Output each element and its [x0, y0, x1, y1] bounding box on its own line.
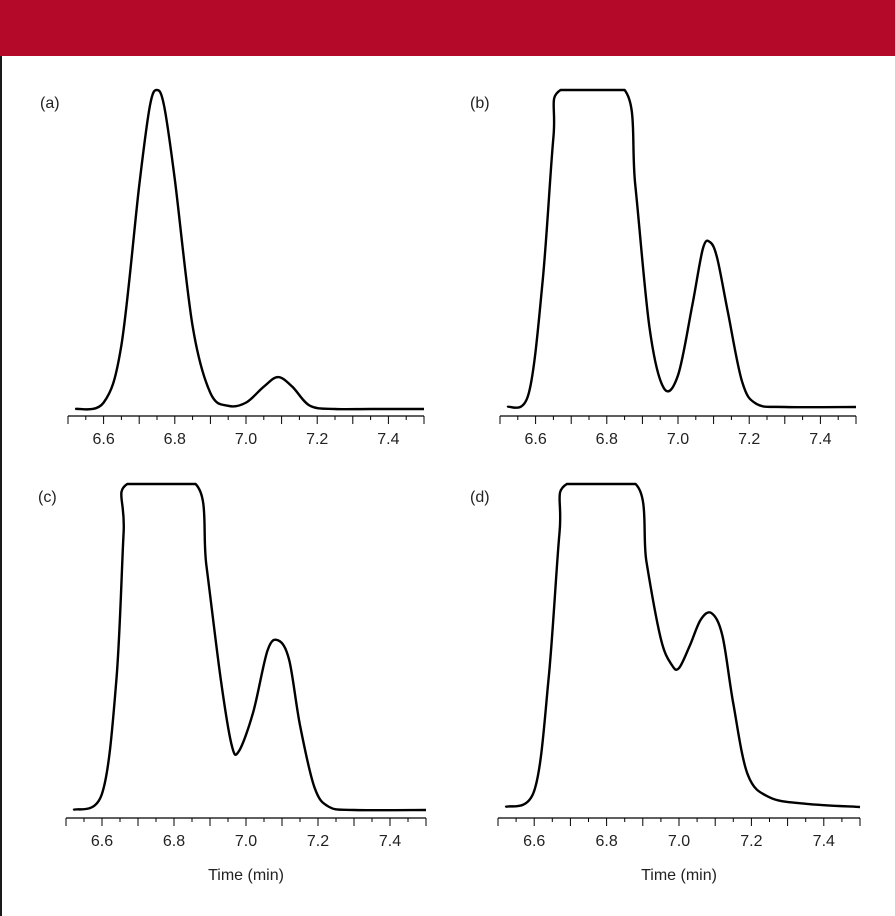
x-tick-label: 7.2 — [306, 431, 328, 448]
x-axis-title: Time (min) — [641, 867, 717, 884]
chart-panel: (b) 6.6 6.8 7.0 7.2 7.4 — [470, 88, 857, 448]
panel-label: (d) — [470, 489, 490, 506]
panel-label: (c) — [38, 489, 57, 506]
x-tick-label: 6.6 — [523, 833, 545, 850]
panel-label: (a) — [40, 95, 60, 112]
chromatogram-trace — [506, 88, 857, 409]
left-border-rule — [0, 56, 2, 916]
panel-label: (b) — [470, 95, 490, 112]
x-tick-label: 7.0 — [235, 431, 257, 448]
x-tick-label: 7.0 — [668, 833, 690, 850]
x-tick-label: 7.4 — [809, 431, 831, 448]
x-tick-label: 7.0 — [235, 833, 257, 850]
x-tick-label: 6.6 — [524, 431, 546, 448]
x-tick-label: 6.8 — [163, 833, 185, 850]
x-tick-label: 6.8 — [596, 431, 618, 448]
x-tick-label: 6.6 — [92, 431, 114, 448]
x-tick-label: 7.4 — [379, 833, 401, 850]
x-tick-label: 7.2 — [740, 833, 762, 850]
x-tick-label: 7.0 — [667, 431, 689, 448]
chromatogram-trace — [504, 482, 861, 809]
x-tick-label: 7.4 — [377, 431, 399, 448]
x-tick-label: 7.2 — [307, 833, 329, 850]
x-tick-label: 7.4 — [813, 833, 835, 850]
chart-panel: (c) 6.6 6.8 7.0 7.2 7.4 Time (min) — [38, 482, 427, 884]
x-tick-label: 6.8 — [595, 833, 617, 850]
chart-panel: (d) 6.6 6.8 7.0 7.2 7.4 Time (min) — [470, 482, 861, 884]
chromatogram-trace — [72, 482, 427, 812]
chart-panel: (a) 6.6 6.8 7.0 7.2 7.4 — [40, 88, 425, 448]
chromatogram-trace — [74, 88, 424, 411]
x-tick-label: 6.8 — [164, 431, 186, 448]
x-axis-title: Time (min) — [208, 867, 284, 884]
header-band — [0, 0, 895, 56]
x-tick-label: 6.6 — [91, 833, 113, 850]
x-tick-label: 7.2 — [738, 431, 760, 448]
